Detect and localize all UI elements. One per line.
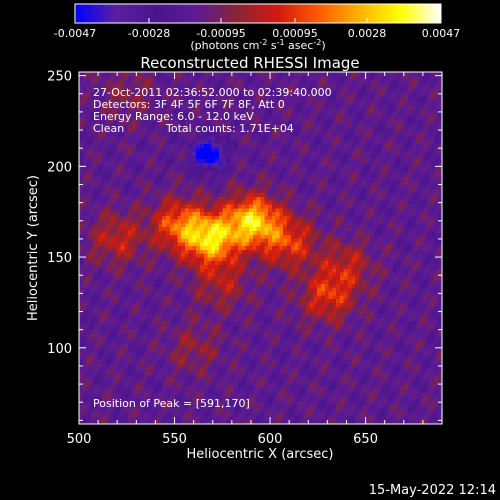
- colorbar-tick-label: 0.0028: [348, 27, 387, 40]
- annotation-method: Clean: [93, 122, 124, 135]
- annotation-energy: Energy Range: 6.0 - 12.0 keV: [93, 110, 254, 123]
- x-tick-label: 550: [162, 432, 187, 447]
- y-axis-label: Heliocentric Y (arcsec): [26, 175, 41, 321]
- colorbar-tick-label: 0.00095: [272, 27, 318, 40]
- colorbar-tick-labels: -0.0047 -0.0028 -0.00095 0.00095 0.0028 0.004…: [54, 27, 460, 40]
- heatmap-area: [79, 72, 442, 424]
- x-axis-ticks: 500 550 600 650: [67, 72, 443, 447]
- y-tick-label: 200: [47, 160, 72, 175]
- colorbar-ticks: [74, 18, 442, 23]
- colorbar-tick-label: -0.0047: [54, 27, 96, 40]
- y-tick-label: 250: [47, 70, 72, 85]
- annotation-peak-position: Position of Peak = [591,170]: [93, 397, 250, 410]
- chart-title: Reconstructed RHESSI Image: [140, 54, 359, 72]
- heatmap-image: [79, 72, 442, 424]
- annotation-counts: Total counts: 1.71E+04: [165, 122, 294, 135]
- annotation-detectors: Detectors: 3F 4F 5F 6F 7F 8F, Att 0: [93, 98, 285, 111]
- x-tick-label: 650: [353, 432, 378, 447]
- y-tick-label: 150: [47, 251, 72, 266]
- y-axis-ticks: 100 150 200 250: [47, 70, 442, 421]
- colorbar-tick-label: 0.0047: [422, 27, 461, 40]
- annotation-time: 27-Oct-2011 02:36:52.000 to 02:39:40.000: [93, 86, 332, 99]
- footer-date: 15-May-2022 12:14: [369, 483, 496, 498]
- x-axis-label: Heliocentric X (arcsec): [187, 447, 334, 462]
- colorbar: [74, 3, 442, 24]
- colorbar-tick-label: -0.0028: [128, 27, 170, 40]
- x-tick-label: 600: [258, 432, 283, 447]
- colorbar-units-label: (photons cm-2 s-1 asec-2): [190, 38, 325, 52]
- plot-frame: [78, 71, 443, 425]
- x-tick-label: 500: [67, 432, 92, 447]
- y-tick-label: 100: [47, 342, 72, 357]
- colorbar-tick-label: -0.00095: [196, 27, 245, 40]
